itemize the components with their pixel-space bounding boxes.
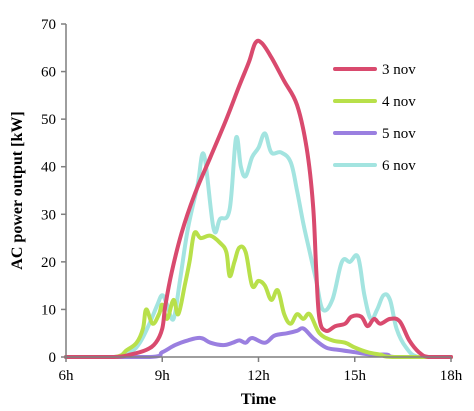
legend-label: 4 nov — [382, 94, 416, 110]
y-tick-label: 30 — [41, 207, 56, 223]
y-tick-label: 0 — [49, 350, 57, 366]
series-line-4-nov — [64, 230, 453, 359]
y-tick-label: 20 — [41, 255, 56, 271]
y-tick-label: 50 — [41, 112, 56, 128]
legend-label: 6 nov — [382, 158, 416, 174]
y-axis-title: AC power output [kW] — [9, 111, 26, 269]
y-tick-label: 40 — [41, 160, 56, 176]
x-tick-label: 12h — [247, 368, 270, 384]
series-line-5-nov — [64, 326, 453, 360]
legend-label: 3 nov — [382, 62, 416, 78]
ticks-layer: 0 10 20 30 40 50 60 70 6h 9h 12h 15h 18h — [41, 17, 463, 384]
y-tick-label: 60 — [41, 65, 56, 81]
y-tick-label: 70 — [41, 17, 56, 33]
x-tick-label: 6h — [59, 368, 75, 384]
x-tick-label: 18h — [440, 368, 463, 384]
series-line-3-nov — [64, 38, 453, 359]
legend-label: 5 nov — [382, 126, 416, 142]
x-axis-title: Time — [241, 391, 276, 408]
y-tick-label: 10 — [41, 302, 56, 318]
x-tick-label: 15h — [344, 368, 367, 384]
legend: 3 nov 4 nov 5 nov 6 nov — [333, 62, 416, 174]
x-tick-label: 9h — [155, 368, 171, 384]
series-layer — [64, 38, 453, 360]
